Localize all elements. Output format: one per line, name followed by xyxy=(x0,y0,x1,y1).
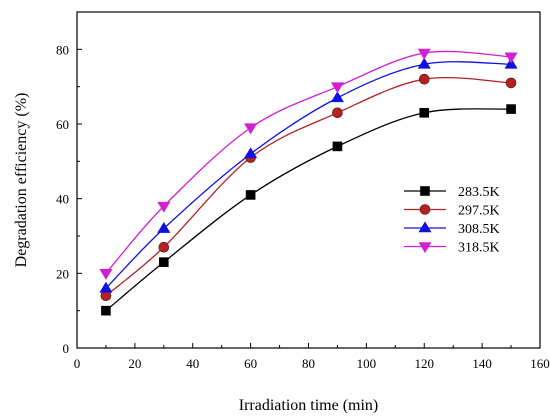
x-tick-label: 160 xyxy=(530,356,550,371)
data-point xyxy=(332,107,343,119)
data-point xyxy=(332,141,343,152)
data-point xyxy=(330,91,344,103)
data-point xyxy=(158,241,170,253)
y-tick-label: 60 xyxy=(56,117,69,132)
series-layer xyxy=(99,48,518,316)
x-tick-label: 120 xyxy=(415,356,435,371)
data-point xyxy=(245,190,256,200)
series-line xyxy=(105,61,512,289)
legend-item: 308.5K xyxy=(404,221,500,237)
y-axis-title: Degradation efficiency (%) xyxy=(13,93,30,268)
series-line xyxy=(105,50,512,274)
legend: 283.5K 297.5K 308.5K 318.5K xyxy=(404,185,500,256)
legend-marker xyxy=(418,242,432,254)
data-point xyxy=(99,281,113,293)
data-point xyxy=(159,257,169,267)
data-point xyxy=(99,269,113,280)
legend-marker xyxy=(419,204,431,215)
x-axis-title: Irradiation time (min) xyxy=(239,397,379,414)
legend-item: 297.5K xyxy=(404,204,500,219)
series-318.5K xyxy=(99,48,518,280)
legend-label: 308.5K xyxy=(458,222,500,237)
series-308.5K xyxy=(99,57,518,293)
x-tick-label: 140 xyxy=(472,356,492,371)
x-tick-label: 40 xyxy=(186,356,199,371)
data-point xyxy=(418,73,430,85)
x-tick-label: 0 xyxy=(74,356,81,371)
data-point xyxy=(417,48,431,60)
x-axis: 0 20 40 60 80 100 120 140 160 xyxy=(74,343,550,371)
data-point xyxy=(505,77,517,89)
data-point xyxy=(417,57,431,69)
data-point xyxy=(244,147,258,159)
legend-label: 297.5K xyxy=(458,204,500,219)
data-point xyxy=(157,221,171,233)
x-tick-label: 20 xyxy=(128,356,141,371)
series-line xyxy=(105,108,512,312)
legend-item: 283.5K xyxy=(404,185,500,200)
x-tick-label: 80 xyxy=(302,356,315,371)
data-point xyxy=(244,123,258,135)
y-tick-label: 0 xyxy=(63,341,70,356)
data-point xyxy=(157,201,171,213)
series-283.5K xyxy=(101,104,516,316)
y-tick-label: 80 xyxy=(56,42,69,57)
legend-marker xyxy=(418,221,432,233)
data-point xyxy=(330,82,344,94)
data-point xyxy=(504,52,518,64)
data-point xyxy=(506,104,516,114)
legend-label: 283.5K xyxy=(458,185,500,200)
x-tick-label: 60 xyxy=(244,356,257,371)
y-tick-label: 40 xyxy=(56,192,69,207)
legend-marker xyxy=(420,186,430,196)
y-axis: 0 20 40 60 80 xyxy=(56,42,82,356)
legend-item: 318.5K xyxy=(404,241,500,256)
data-point xyxy=(419,108,430,118)
data-point xyxy=(101,305,111,316)
y-tick-label: 20 xyxy=(56,266,69,281)
x-tick-label: 100 xyxy=(357,356,377,371)
legend-label: 318.5K xyxy=(458,241,500,256)
